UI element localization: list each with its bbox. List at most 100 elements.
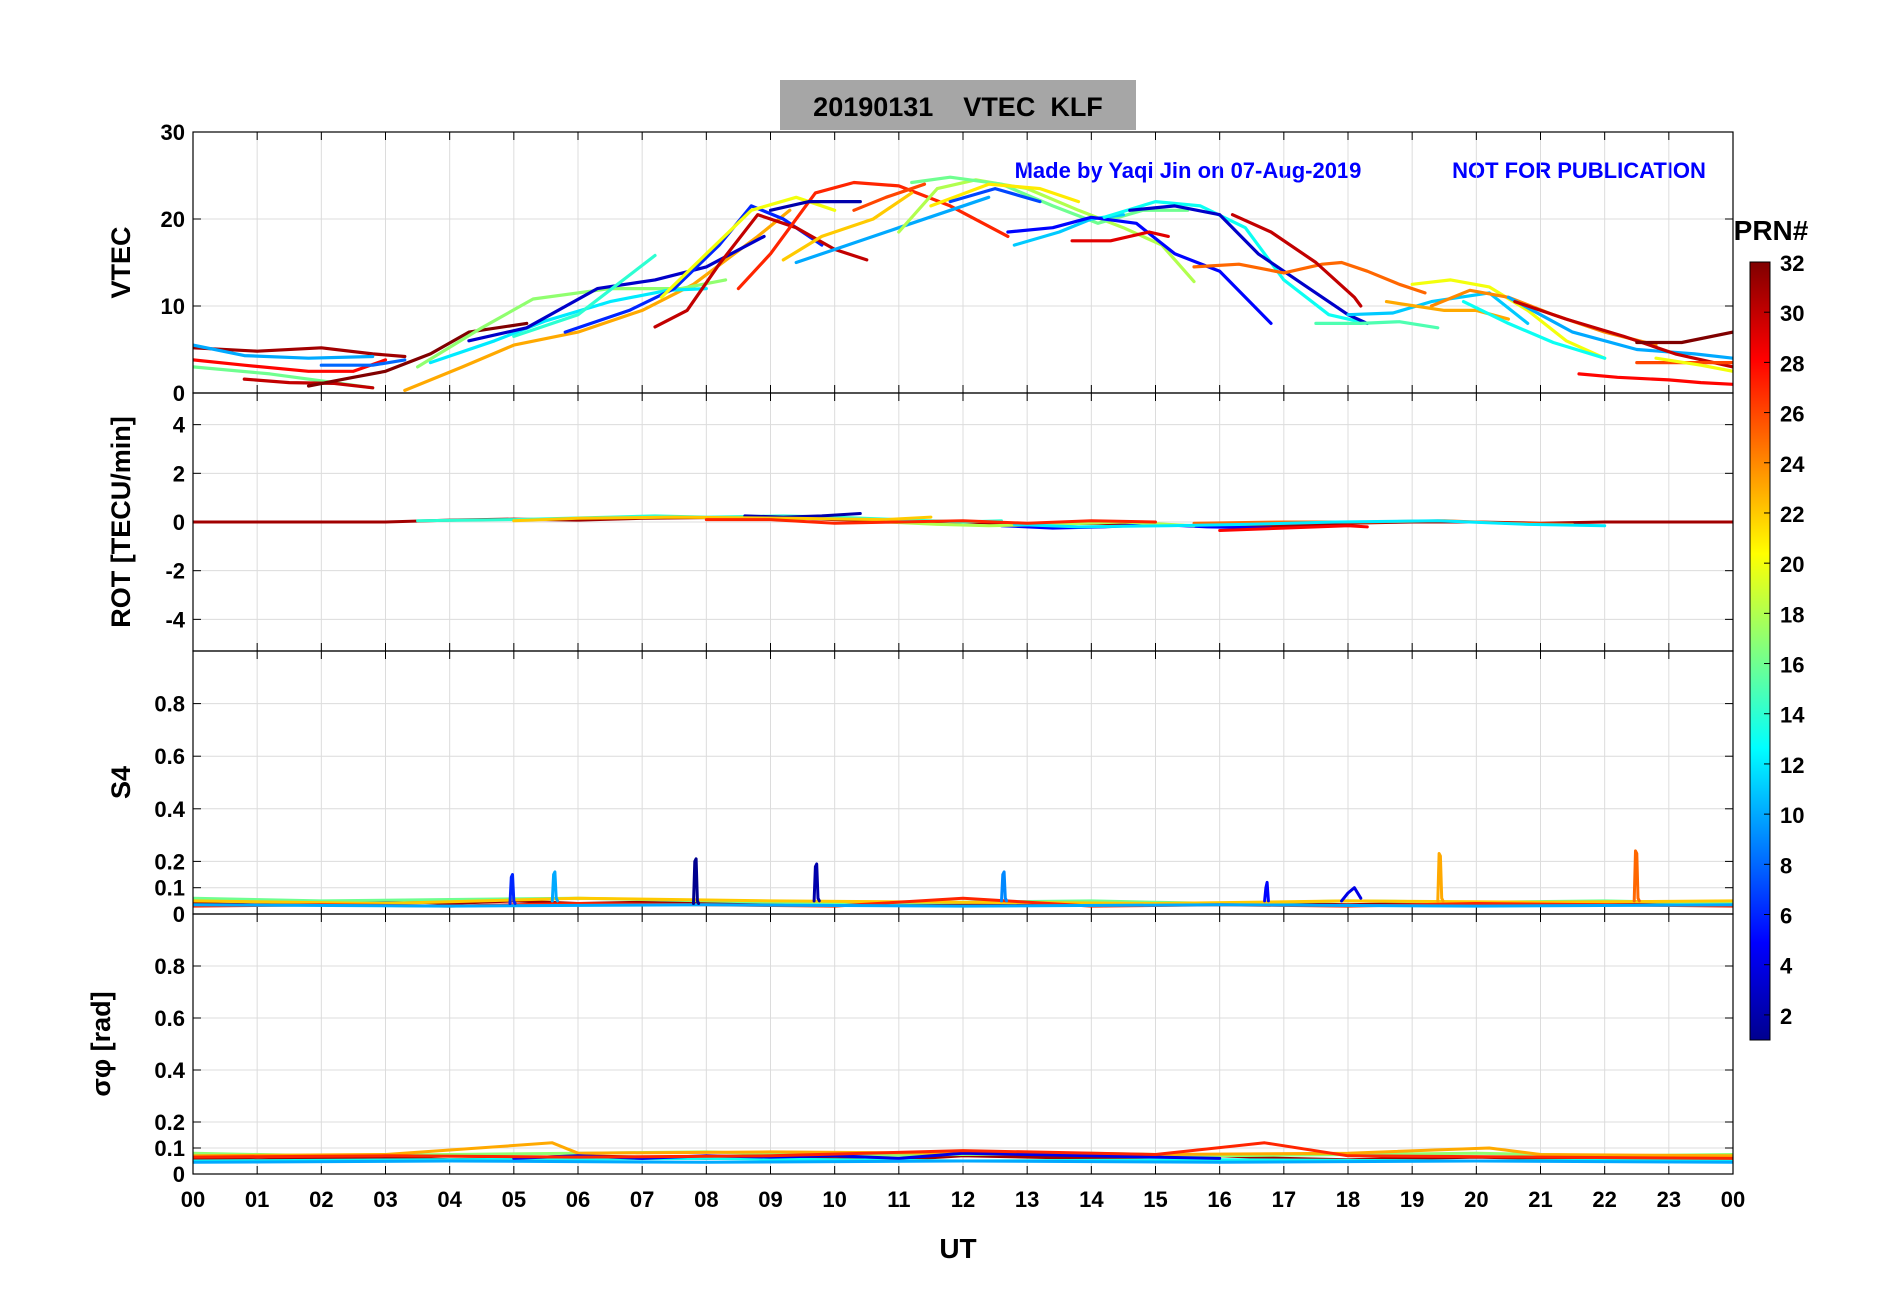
x-tick-label: 07 [630,1187,654,1212]
series-line-prn-29 [1070,230,1170,243]
colorbar-tick-label: 14 [1780,703,1805,728]
colorbar-tick-label: 20 [1780,552,1804,577]
series-line-prn-21 [929,182,1081,208]
panel-vtec: 0 10 20 30 VTEC [106,120,1734,406]
credit-text: Made by Yaqi Jin on 07-Aug-2019 [1015,158,1362,183]
series-line-prn-28 [193,358,388,373]
panel-s4: 00.10.2 0.4 0.6 0.8 S4 [106,650,1734,927]
series-line-prn-10 [550,870,559,903]
series-line-prn-22 [512,515,933,523]
series-line-prn-12 [1012,519,1607,529]
series-line-prn-15 [1314,320,1440,330]
x-tick-label: 04 [437,1187,462,1212]
series-line-prn-6 [508,873,517,905]
x-tick-label: 18 [1336,1187,1360,1212]
y-tick-label: 0.2 [154,1110,185,1135]
x-tick-label: 20 [1464,1187,1488,1212]
series-line-prn-30 [1513,300,1733,369]
x-tick-label: 02 [309,1187,333,1212]
series-line-prn-23 [1436,852,1445,903]
x-tick-label: 11 [887,1187,910,1212]
panel-sigma-phi: 00.10.2 0.4 0.6 0.8 σφ [rad] [86,913,1734,1187]
series-line-prn-10 [1506,295,1733,360]
series-line-prn-17 [416,278,728,369]
series-line-prn-2 [768,200,862,212]
y-tick-label: 0.4 [154,1058,185,1083]
y-tick-label: 20 [161,207,185,232]
y-tick-label: -4 [165,607,185,632]
colorbar-tick-label: 12 [1780,753,1804,778]
colorbar-tick-label: 24 [1780,452,1805,477]
x-tick-label: 00 [1721,1187,1745,1212]
series-line-prn-32 [1635,330,1733,345]
chart-title: 20190131 VTEC KLF [813,92,1103,122]
x-tick-label: 19 [1400,1187,1424,1212]
x-tick-label: 21 [1528,1187,1552,1212]
y-axis-label: σφ [rad] [86,991,116,1096]
colorbar-ramp [1749,261,1771,1041]
y-tick-label: 0.2 [154,849,185,874]
colorbar-tick-label: 32 [1780,251,1804,276]
series-line-prn-14 [512,253,657,338]
series-line-prn-7 [948,187,1042,204]
x-tick-label: 05 [502,1187,526,1212]
series-line-prn-27 [736,180,1010,291]
series-group [193,175,1733,392]
y-tick-label: 0.1 [154,876,185,901]
y-tick-label: 0.6 [154,1006,185,1031]
title-box [780,80,1136,130]
colorbar-tick-label: 6 [1780,904,1792,929]
series-line-prn-27 [193,1141,1733,1160]
series-line-prn-13 [1461,300,1607,360]
series-line-prn-10 [193,903,1733,908]
y-tick-label: 30 [161,120,185,145]
series-line-prn-20 [1654,356,1733,373]
series-line-prn-10 [193,343,375,360]
series-line-prn-27 [704,518,1157,525]
series-line-prn-18 [897,178,1196,284]
axes-box [192,913,1734,1175]
series-line-prn-28 [1577,372,1733,386]
series-group [193,849,1733,908]
series-line-prn-25 [1632,849,1641,903]
colorbar-label: PRN# [1734,215,1809,246]
colorbar-tick-label: 30 [1780,301,1804,326]
series-group [193,512,1733,532]
y-tick-label: 0 [173,510,185,535]
panel-rot: -4 -2 0 2 4 ROT [TECU/min] [106,392,1734,652]
x-tick-label: 15 [1143,1187,1167,1212]
series-line-prn-2 [812,862,821,903]
y-axis-label: VTEC [106,226,136,298]
series-line-prn-3 [467,234,766,343]
colorbar-tick-label: 4 [1780,954,1793,979]
series-line-prn-13 [1102,200,1369,325]
x-tick-label: 00 [181,1187,205,1212]
series-line-prn-30 [1230,213,1363,308]
x-tick-label: 10 [822,1187,846,1212]
colorbar-tick-label: 28 [1780,351,1804,376]
x-axis-label: UT [939,1233,976,1264]
x-tick-label: 01 [245,1187,269,1212]
y-tick-label: 4 [173,413,186,438]
series-line-prn-28 [1218,524,1369,532]
colorbar-tick-label: 26 [1780,402,1804,427]
x-tick-label: 03 [373,1187,397,1212]
y-tick-label: 10 [161,294,185,319]
y-tick-label: 0.6 [154,744,185,769]
x-tick-label: 06 [566,1187,590,1212]
series-line-prn-22 [781,191,914,262]
y-tick-label: 0.8 [154,692,185,717]
colorbar-tick-label: 18 [1780,602,1804,627]
y-tick-label: 0.8 [154,954,185,979]
y-tick-label: 0 [173,381,185,406]
series-line-prn-5 [1006,215,1273,325]
series-line-prn-20 [659,195,837,299]
y-axis-label: ROT [TECU/min] [106,416,136,627]
y-tick-label: 0 [173,1162,185,1187]
x-tick-label: 16 [1207,1187,1231,1212]
